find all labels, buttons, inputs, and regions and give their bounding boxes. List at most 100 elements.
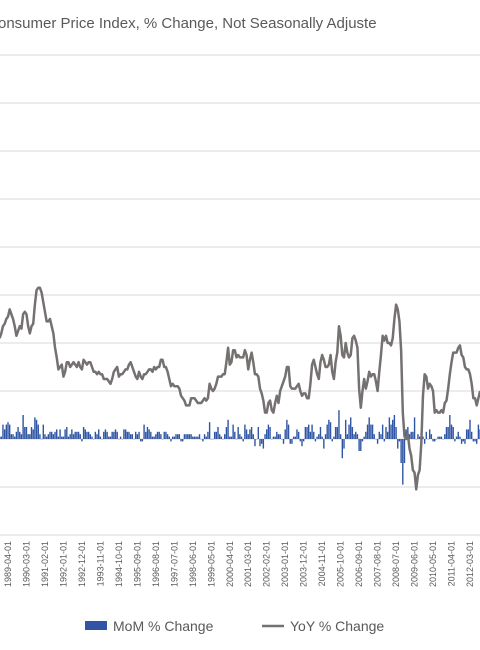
bar	[245, 429, 248, 439]
bar	[339, 434, 342, 439]
bar	[445, 427, 448, 439]
bar	[203, 434, 206, 439]
bar	[321, 436, 323, 439]
bar	[334, 427, 337, 439]
bar	[35, 419, 38, 439]
x-tick-label: 1991-02-01	[40, 541, 50, 587]
bar	[79, 434, 81, 439]
bar	[324, 434, 327, 439]
bar	[402, 439, 404, 485]
bar	[306, 427, 308, 439]
line-series	[0, 286, 480, 491]
bar	[457, 431, 459, 439]
bar	[474, 439, 476, 442]
bar	[190, 434, 192, 439]
x-tick-label: 1990-03-01	[21, 541, 31, 587]
bar	[98, 429, 100, 439]
bar	[282, 439, 285, 444]
bar	[129, 434, 132, 439]
bar	[87, 431, 90, 439]
bar	[52, 434, 55, 439]
bar	[227, 419, 229, 439]
bar	[148, 429, 150, 439]
bar	[428, 429, 431, 439]
bar	[383, 439, 386, 442]
bar	[336, 427, 338, 439]
bar	[376, 439, 379, 444]
bar	[237, 427, 239, 439]
bar	[326, 424, 328, 439]
bar	[20, 434, 23, 439]
bar	[440, 436, 443, 439]
bar	[353, 434, 355, 439]
bar	[160, 434, 162, 439]
bar	[94, 431, 97, 439]
bar	[269, 427, 271, 439]
bar	[356, 434, 359, 439]
bar	[477, 424, 480, 439]
bar	[56, 429, 58, 439]
bar	[230, 436, 233, 439]
bar	[472, 439, 475, 442]
bar	[301, 439, 303, 447]
bar	[343, 439, 345, 449]
chart-title: onsumer Price Index, % Change, Not Seaso…	[0, 15, 377, 32]
bar	[185, 434, 187, 439]
bar	[459, 436, 461, 439]
bar	[180, 439, 182, 442]
bar	[425, 431, 428, 439]
bar	[381, 424, 384, 439]
bar	[188, 434, 191, 439]
x-tick-label: 2006-09-01	[354, 541, 364, 587]
bar	[0, 436, 2, 439]
bar	[131, 434, 134, 439]
bar	[432, 439, 434, 442]
bar	[213, 431, 216, 439]
bar	[365, 431, 367, 439]
bar	[66, 427, 68, 439]
bar	[279, 434, 281, 439]
bar	[3, 429, 6, 439]
bar	[297, 431, 300, 439]
x-tick-label: 2012-03-01	[465, 541, 475, 587]
bar	[393, 415, 396, 439]
bar	[423, 439, 426, 444]
bar	[123, 429, 125, 439]
bar	[42, 424, 44, 439]
bar	[323, 439, 325, 449]
bar	[74, 431, 76, 439]
bar	[106, 431, 108, 439]
bar	[136, 434, 139, 439]
bar	[64, 429, 66, 439]
bar	[239, 434, 241, 439]
bar	[7, 422, 9, 439]
bar	[385, 427, 387, 439]
bar	[19, 431, 21, 439]
bar	[145, 431, 147, 439]
bar	[410, 431, 412, 439]
bar	[260, 439, 263, 444]
bar	[417, 434, 419, 439]
bar	[217, 427, 219, 439]
bar	[158, 431, 160, 439]
bar	[168, 436, 170, 439]
x-tick-label: 1999-05-01	[206, 541, 216, 587]
bar	[89, 434, 92, 439]
bar	[294, 436, 296, 439]
bar	[390, 424, 392, 439]
legend: MoM % Change YoY % Change	[85, 618, 384, 634]
bar	[470, 431, 473, 439]
bar	[318, 434, 320, 439]
bar	[140, 439, 142, 442]
bar	[452, 427, 454, 439]
bar	[119, 436, 122, 439]
bar	[351, 427, 354, 439]
x-tick-label: 1997-07-01	[169, 541, 179, 587]
bar	[272, 436, 275, 439]
bar	[363, 436, 365, 439]
bar	[113, 431, 115, 439]
bar	[408, 434, 411, 439]
bar	[208, 422, 211, 439]
bar	[395, 427, 397, 439]
